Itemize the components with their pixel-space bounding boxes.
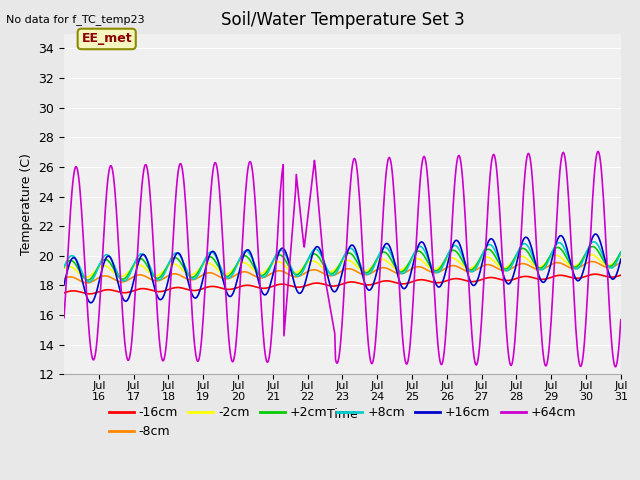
+16cm	[277, 246, 285, 252]
Line: -8cm: -8cm	[64, 262, 621, 283]
+8cm	[617, 250, 625, 255]
+16cm	[401, 286, 408, 291]
+64cm	[276, 189, 284, 195]
-8cm	[432, 270, 440, 276]
Line: +8cm: +8cm	[64, 242, 621, 282]
+64cm	[595, 149, 602, 155]
+64cm	[617, 317, 625, 323]
-2cm	[587, 252, 595, 257]
+16cm	[617, 256, 625, 262]
+16cm	[60, 282, 68, 288]
+2cm	[84, 277, 92, 283]
Y-axis label: Temperature (C): Temperature (C)	[20, 153, 33, 255]
-2cm	[60, 265, 68, 271]
+8cm	[86, 279, 93, 285]
+64cm	[228, 358, 236, 363]
Text: No data for f_TC_temp23: No data for f_TC_temp23	[6, 14, 145, 25]
+2cm	[617, 249, 625, 255]
X-axis label: Time: Time	[327, 408, 358, 421]
+16cm	[126, 291, 134, 297]
Line: +2cm: +2cm	[64, 247, 621, 280]
+64cm	[255, 269, 263, 275]
-8cm	[589, 259, 596, 264]
+8cm	[126, 271, 134, 276]
-2cm	[256, 270, 264, 276]
-8cm	[60, 276, 68, 282]
-16cm	[60, 290, 68, 296]
+64cm	[125, 356, 133, 361]
-16cm	[432, 280, 440, 286]
-2cm	[277, 260, 285, 265]
-16cm	[617, 272, 625, 278]
Title: Soil/Water Temperature Set 3: Soil/Water Temperature Set 3	[221, 11, 464, 29]
+2cm	[228, 269, 236, 275]
-16cm	[228, 286, 236, 292]
-16cm	[277, 281, 285, 287]
Legend: -16cm, -8cm, -2cm, +2cm, +8cm, +16cm, +64cm: -16cm, -8cm, -2cm, +2cm, +8cm, +16cm, +6…	[104, 401, 581, 443]
-16cm	[126, 289, 134, 295]
-16cm	[256, 285, 264, 291]
Text: EE_met: EE_met	[81, 33, 132, 46]
+16cm	[256, 284, 264, 289]
-2cm	[126, 267, 134, 273]
+16cm	[432, 280, 440, 286]
+16cm	[591, 231, 599, 237]
Line: -2cm: -2cm	[64, 254, 621, 277]
+8cm	[228, 272, 236, 278]
+2cm	[277, 252, 285, 258]
+16cm	[228, 291, 236, 297]
Line: -16cm: -16cm	[64, 274, 621, 294]
-16cm	[591, 271, 599, 277]
-8cm	[83, 280, 91, 286]
+8cm	[277, 247, 285, 253]
-2cm	[617, 253, 625, 259]
+2cm	[60, 264, 68, 270]
-8cm	[126, 276, 134, 282]
+16cm	[87, 300, 95, 306]
+2cm	[432, 268, 440, 274]
-2cm	[401, 265, 408, 271]
-8cm	[401, 270, 408, 276]
+8cm	[401, 270, 408, 276]
+8cm	[590, 239, 598, 245]
-2cm	[82, 275, 90, 280]
-8cm	[228, 274, 236, 280]
+8cm	[432, 269, 440, 275]
+8cm	[256, 272, 264, 278]
-8cm	[617, 260, 625, 265]
+64cm	[612, 364, 620, 370]
+2cm	[256, 272, 264, 278]
+2cm	[401, 267, 408, 273]
Line: +16cm: +16cm	[64, 234, 621, 303]
Line: +64cm: +64cm	[64, 152, 621, 367]
+64cm	[400, 348, 408, 353]
-8cm	[256, 275, 264, 281]
+2cm	[126, 268, 134, 274]
-16cm	[86, 291, 93, 297]
-8cm	[277, 268, 285, 274]
-16cm	[401, 281, 408, 287]
-2cm	[432, 266, 440, 272]
+2cm	[589, 244, 596, 250]
-2cm	[228, 267, 236, 273]
+64cm	[60, 315, 68, 321]
+64cm	[431, 299, 439, 304]
+8cm	[60, 264, 68, 270]
